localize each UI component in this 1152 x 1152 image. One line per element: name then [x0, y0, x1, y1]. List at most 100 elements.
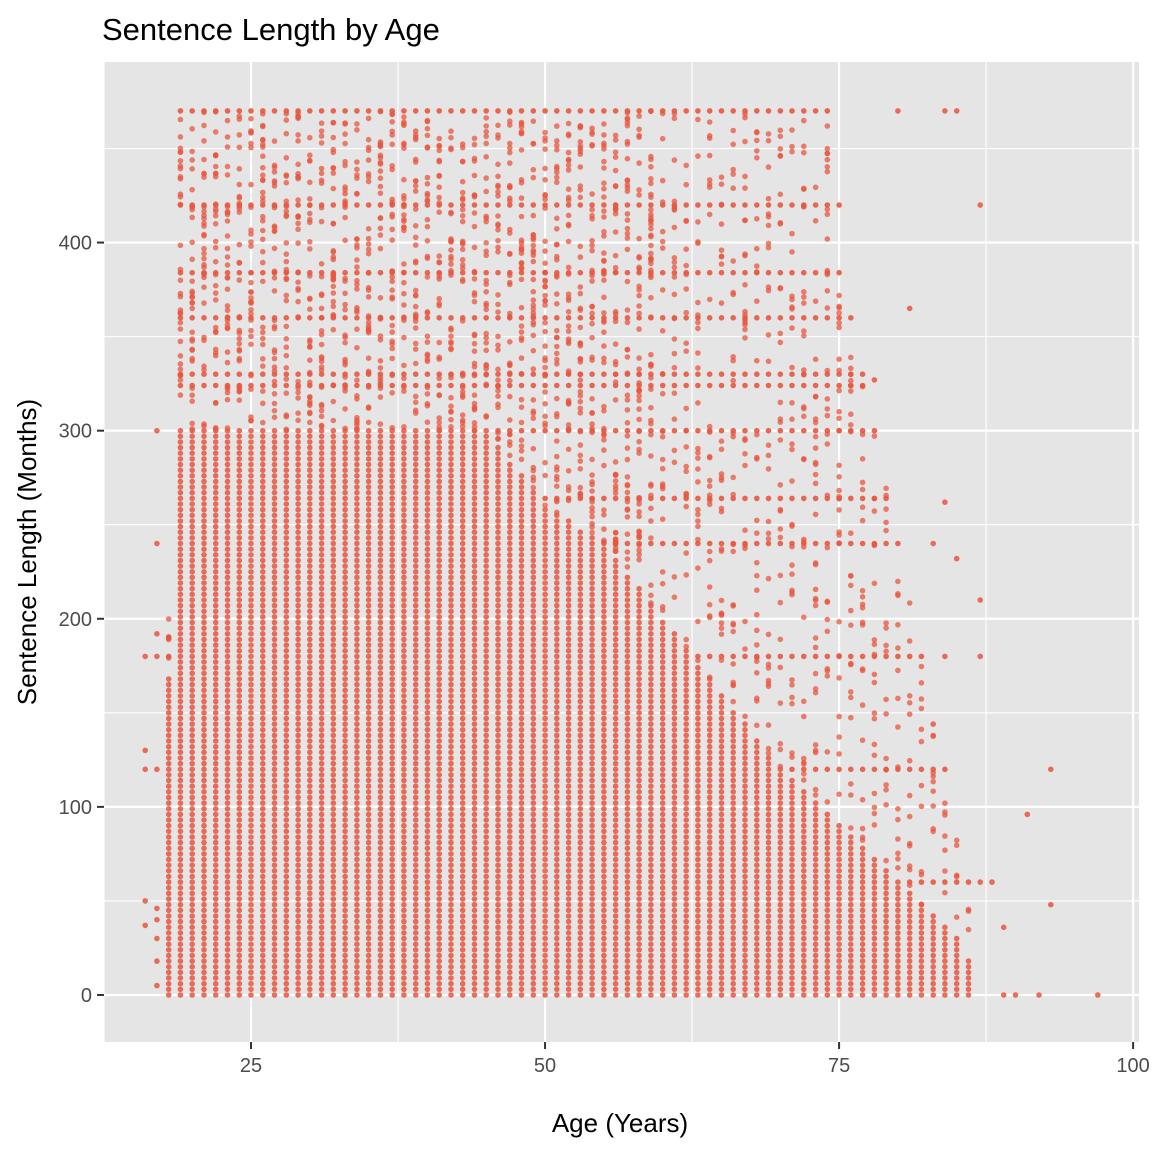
data-point: [471, 585, 478, 592]
data-point: [365, 873, 372, 880]
data-point: [260, 856, 266, 863]
data-point: [412, 501, 419, 507]
data-point: [271, 862, 278, 868]
data-point: [459, 698, 466, 705]
data-point: [318, 930, 325, 936]
data-point: [412, 535, 419, 541]
data-point: [577, 664, 584, 671]
data-point: [401, 382, 407, 389]
data-point: [201, 918, 207, 925]
data-point: [377, 885, 384, 891]
data-point: [177, 676, 184, 682]
data-point: [248, 243, 254, 249]
data-point: [565, 131, 572, 137]
data-point: [354, 467, 360, 474]
data-point: [471, 873, 478, 880]
data-point: [412, 456, 419, 462]
data-point: [495, 681, 501, 688]
data-point: [201, 423, 207, 429]
data-point: [448, 501, 454, 507]
data-point: [554, 980, 560, 987]
data-point: [530, 141, 537, 147]
data-point: [577, 868, 584, 874]
data-point: [318, 659, 325, 665]
data-point: [295, 659, 301, 665]
data-point: [389, 625, 396, 631]
data-point: [554, 681, 560, 688]
data-point: [307, 444, 313, 451]
data-point: [459, 749, 466, 756]
data-point: [412, 941, 419, 947]
data-point: [365, 433, 372, 440]
data-point: [260, 681, 266, 688]
data-point: [342, 828, 348, 835]
data-point: [224, 325, 231, 332]
data-point: [295, 484, 301, 490]
data-point: [412, 512, 419, 519]
data-point: [318, 608, 325, 615]
data-point: [260, 845, 266, 852]
data-point: [424, 614, 431, 620]
data-point: [248, 557, 254, 564]
data-point: [495, 868, 501, 874]
data-point: [354, 580, 360, 586]
data-point: [401, 947, 407, 953]
data-point: [236, 664, 243, 671]
data-point: [459, 766, 466, 773]
data-point: [530, 258, 537, 265]
data-point: [589, 986, 595, 993]
data-point: [260, 563, 266, 569]
data-point: [518, 749, 525, 756]
data-point: [307, 755, 313, 761]
data-point: [389, 794, 396, 801]
data-point: [307, 210, 313, 217]
data-point: [224, 828, 231, 835]
data-point: [295, 202, 301, 208]
data-point: [177, 879, 184, 885]
data-point: [377, 721, 384, 727]
data-point: [483, 975, 490, 981]
data-point: [224, 704, 231, 710]
data-point: [448, 817, 454, 823]
data-point: [424, 631, 431, 637]
data-point: [236, 822, 243, 829]
data-point: [377, 845, 384, 852]
data-point: [483, 664, 490, 671]
data-point: [530, 687, 537, 694]
data-point: [577, 452, 584, 459]
data-point: [377, 670, 384, 677]
data-point: [330, 727, 337, 733]
data-point: [507, 489, 513, 496]
data-point: [554, 727, 560, 733]
data-point: [165, 828, 172, 835]
data-point: [471, 856, 478, 863]
data-point: [483, 851, 490, 857]
data-point: [365, 427, 372, 434]
data-point: [448, 873, 454, 880]
data-point: [342, 817, 348, 823]
data-point: [436, 546, 443, 552]
data-point: [165, 721, 172, 727]
data-point: [224, 580, 231, 586]
data-point: [412, 806, 419, 812]
data-point: [189, 698, 195, 705]
data-point: [307, 890, 313, 897]
data-point: [542, 930, 548, 936]
data-point: [212, 535, 219, 541]
data-point: [495, 693, 501, 699]
data-point: [283, 208, 290, 215]
data-point: [507, 478, 513, 485]
data-point: [542, 427, 548, 434]
data-point: [542, 585, 548, 592]
data-point: [318, 202, 325, 208]
data-point: [201, 738, 207, 744]
data-point: [165, 800, 172, 806]
data-point: [589, 509, 595, 515]
data-point: [224, 789, 231, 795]
data-point: [189, 896, 195, 902]
data-point: [471, 828, 478, 835]
data-point: [177, 704, 184, 710]
data-point: [201, 885, 207, 891]
data-point: [518, 969, 525, 976]
data-point: [377, 473, 384, 479]
